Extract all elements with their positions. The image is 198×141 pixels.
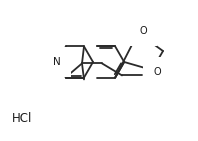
Text: O: O xyxy=(139,26,147,36)
Text: O: O xyxy=(153,67,161,77)
Text: N: N xyxy=(53,57,61,67)
Text: HCl: HCl xyxy=(12,112,32,125)
